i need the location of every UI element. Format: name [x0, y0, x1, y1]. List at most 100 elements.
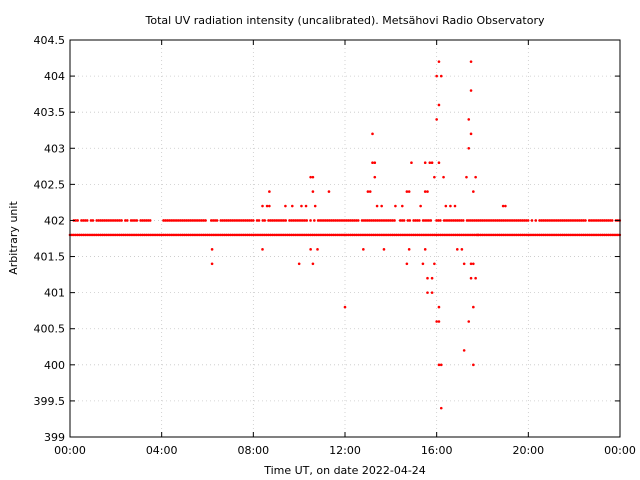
data-point	[572, 233, 576, 237]
data-point	[515, 219, 518, 222]
data-point	[185, 219, 188, 222]
data-point	[137, 233, 141, 237]
data-point	[188, 219, 192, 222]
data-point	[366, 219, 370, 222]
data-point	[471, 233, 475, 237]
data-point	[498, 233, 501, 237]
data-point	[610, 233, 614, 237]
data-point	[148, 219, 152, 222]
data-point	[208, 233, 211, 237]
chart-title: Total UV radiation intensity (uncalibrat…	[145, 14, 545, 27]
data-point	[295, 233, 299, 237]
data-point	[587, 219, 591, 222]
data-point	[125, 233, 129, 237]
data-point	[304, 204, 308, 208]
data-point	[547, 219, 551, 222]
data-point	[534, 233, 538, 237]
data-point	[442, 175, 445, 179]
data-point	[561, 233, 564, 237]
data-point	[362, 248, 365, 251]
data-point	[360, 233, 364, 237]
data-point	[406, 219, 410, 222]
data-point	[435, 233, 438, 237]
data-point	[301, 219, 305, 222]
data-point	[353, 233, 356, 237]
data-point	[309, 219, 312, 222]
data-point	[442, 233, 446, 237]
data-point	[177, 219, 181, 222]
data-point	[374, 219, 377, 222]
data-point	[584, 233, 587, 237]
data-point	[225, 233, 228, 237]
data-point	[542, 219, 545, 222]
data-point	[284, 204, 287, 208]
data-point	[555, 219, 559, 222]
data-point	[360, 219, 364, 222]
data-point	[322, 233, 326, 237]
data-point	[268, 204, 271, 208]
data-point	[162, 233, 165, 237]
data-point	[490, 219, 494, 222]
data-point	[219, 219, 223, 222]
data-point	[97, 233, 100, 237]
data-point	[133, 219, 137, 222]
data-point	[513, 219, 517, 222]
data-point	[311, 233, 314, 237]
data-point	[412, 219, 415, 222]
data-point	[303, 219, 307, 222]
data-point	[187, 219, 190, 222]
data-point	[561, 219, 564, 222]
data-point	[398, 233, 402, 237]
data-point	[448, 219, 452, 222]
data-point	[141, 233, 144, 237]
data-point	[591, 233, 595, 237]
data-point	[269, 219, 272, 222]
data-point	[314, 233, 318, 237]
data-point	[339, 233, 343, 237]
data-point	[76, 219, 79, 222]
data-point	[500, 233, 503, 237]
data-point	[406, 233, 410, 237]
x-tick-label: 08:00	[237, 444, 269, 457]
data-point	[173, 233, 177, 237]
data-point	[440, 233, 444, 237]
data-point	[505, 233, 509, 237]
data-point	[74, 219, 78, 222]
data-point	[431, 233, 435, 237]
data-point	[288, 219, 291, 222]
data-point	[587, 233, 591, 237]
data-point	[188, 233, 192, 237]
data-point	[423, 161, 427, 165]
y-tick-label: 401	[44, 287, 65, 300]
data-point	[337, 233, 341, 237]
data-point	[430, 291, 434, 294]
data-point	[339, 219, 343, 222]
data-point	[181, 233, 184, 237]
data-point	[152, 233, 156, 237]
data-point	[290, 204, 294, 208]
data-point	[372, 233, 375, 237]
data-point	[196, 233, 200, 237]
data-point	[563, 219, 566, 222]
data-point	[387, 233, 391, 237]
data-point	[444, 204, 448, 208]
data-point	[284, 219, 288, 222]
data-point	[425, 219, 429, 222]
data-point	[375, 204, 379, 208]
data-point	[511, 233, 515, 237]
x-tick-label: 00:00	[54, 444, 86, 457]
data-point	[557, 219, 560, 222]
data-point	[284, 233, 288, 237]
data-point	[164, 219, 167, 222]
data-point	[538, 233, 541, 237]
data-point	[322, 219, 326, 222]
data-point	[236, 219, 240, 222]
data-point	[164, 233, 167, 237]
data-point	[101, 219, 104, 222]
data-point	[248, 233, 251, 237]
data-point	[179, 219, 183, 222]
data-point	[167, 219, 171, 222]
data-point	[469, 132, 473, 136]
data-point	[327, 190, 331, 193]
data-point	[400, 219, 404, 222]
